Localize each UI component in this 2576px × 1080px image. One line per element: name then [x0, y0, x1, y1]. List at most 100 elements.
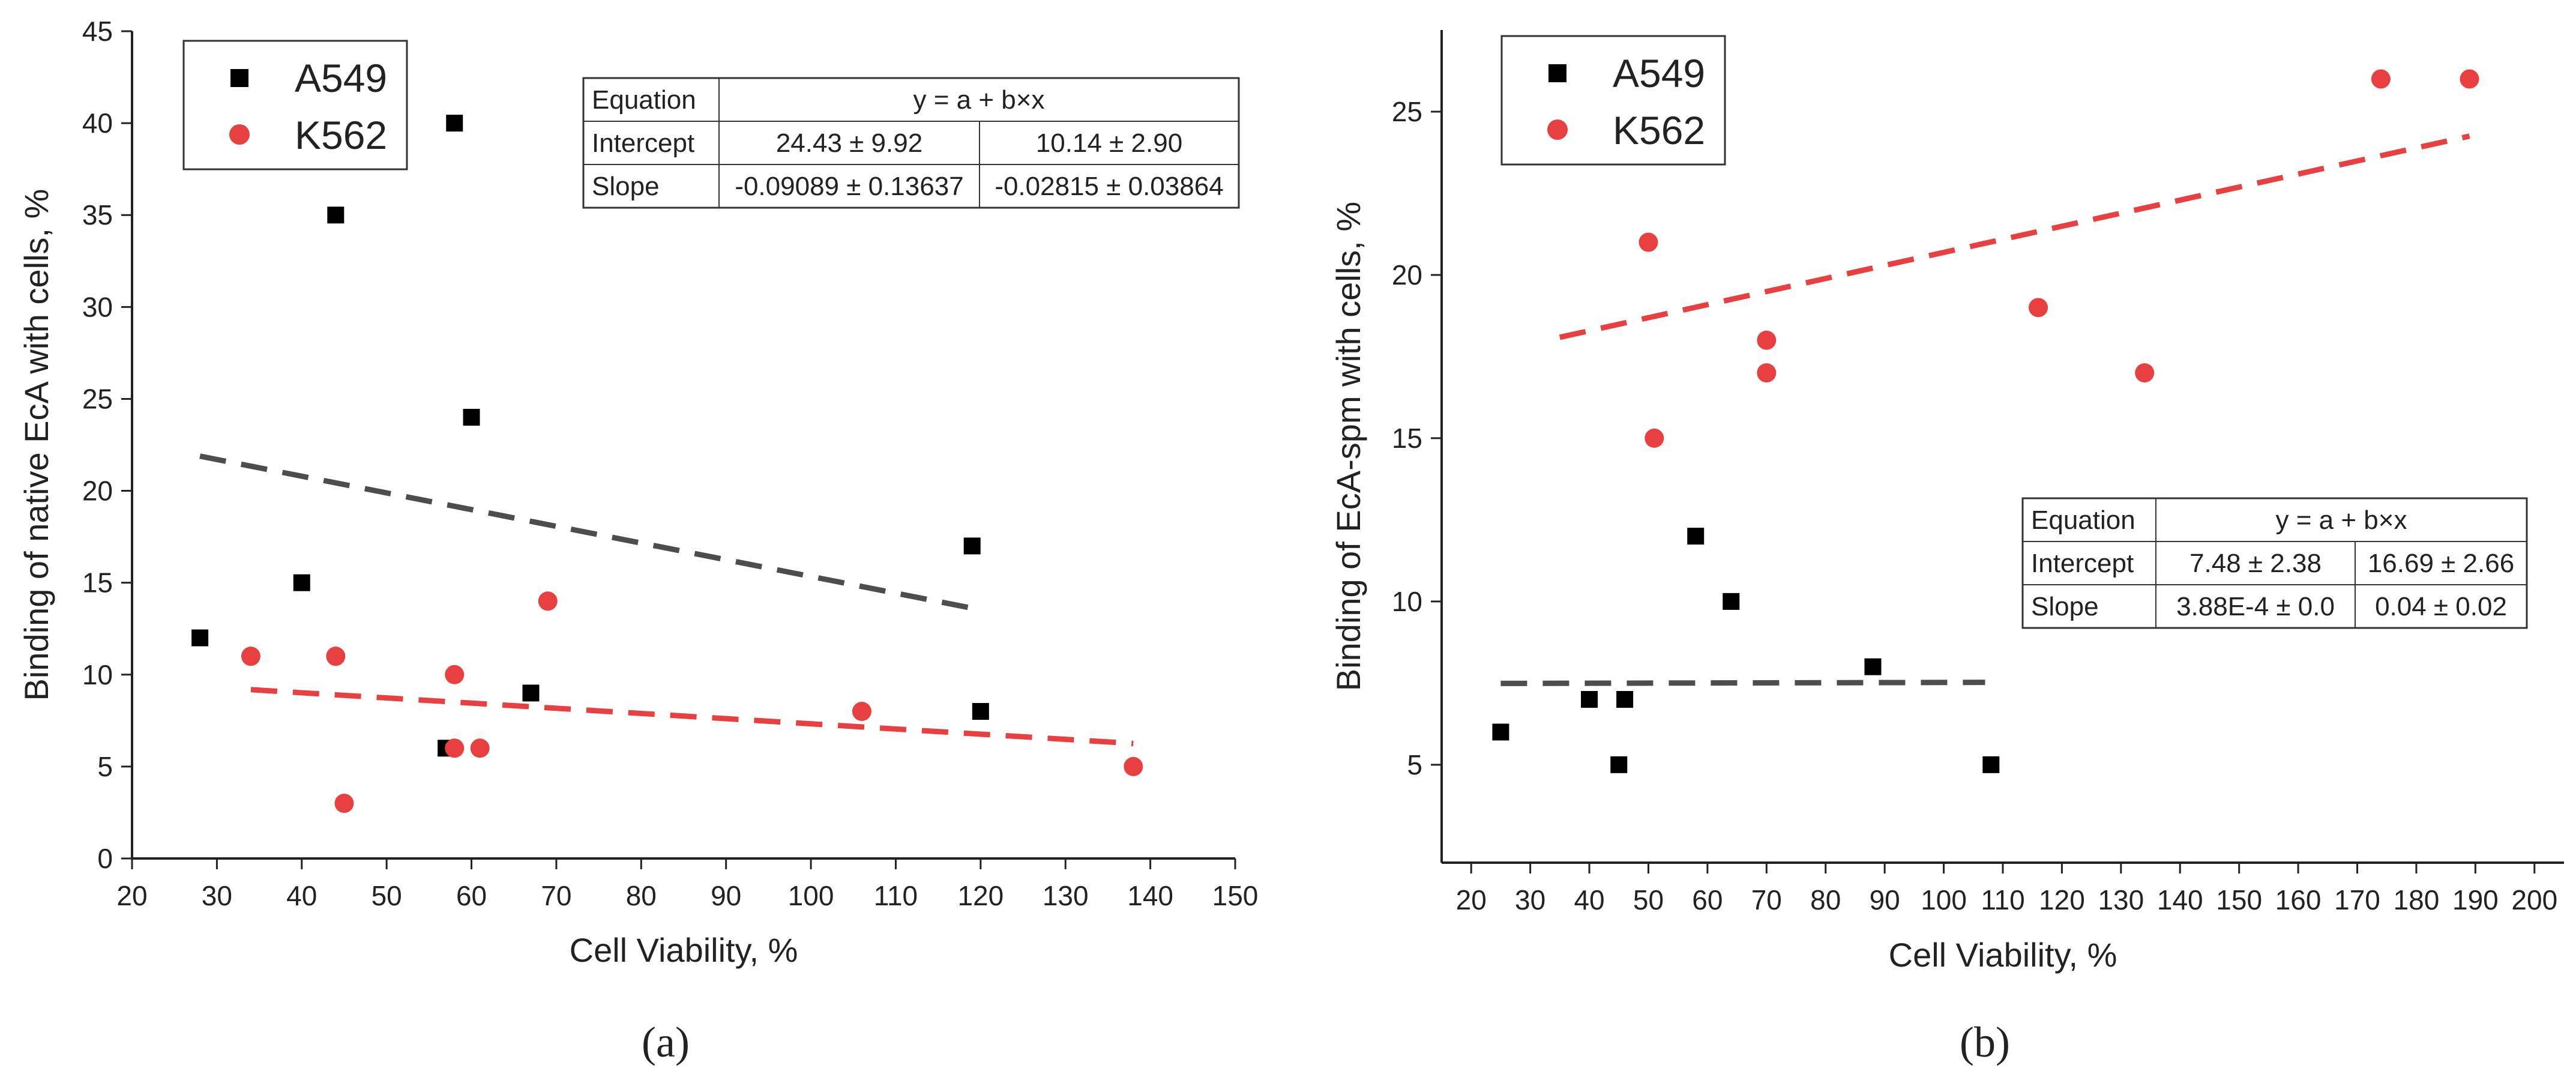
- data-point-k562-a: [445, 738, 465, 758]
- x-tick-label-a: 140: [1127, 880, 1173, 911]
- x-tick-label-a: 20: [116, 880, 147, 911]
- y-tick-label-a: 25: [82, 383, 113, 414]
- legend-marker-k562-b: [1547, 119, 1568, 140]
- x-tick-label-a: 50: [372, 880, 402, 911]
- data-point-k562-b: [1757, 363, 1777, 383]
- y-tick-label-a: 45: [82, 16, 113, 47]
- fit-lines-a: [199, 453, 1134, 746]
- x-tick-label-b: 80: [1810, 884, 1841, 916]
- x-tick-label-b: 160: [2275, 884, 2322, 916]
- x-tick-label-b: 30: [1515, 884, 1545, 916]
- data-point-a549-a: [463, 409, 480, 426]
- x-tick-label-b: 150: [2216, 884, 2262, 916]
- x-tick-label-a: 100: [788, 880, 834, 911]
- data-point-k562-a: [1124, 756, 1143, 776]
- y-tick-label-a: 10: [82, 659, 113, 690]
- data-point-k562-b: [1639, 232, 1658, 252]
- data-point-a549-b: [1610, 756, 1628, 773]
- data-point-a549-a: [293, 574, 310, 591]
- x-axis-label-b: Cell Viability, %: [1889, 936, 2117, 974]
- x-ticks-a: 20 30 40 50 60 70 80 90 100 110 120 130 140 150: [116, 858, 1258, 911]
- x-tick-label-b: 50: [1633, 884, 1664, 916]
- x-tick-label-a: 130: [1043, 880, 1089, 911]
- y-tick-label-b: 10: [1392, 586, 1422, 617]
- legend-a: A549 K562: [182, 40, 408, 170]
- x-tick-label-b: 130: [2098, 884, 2144, 916]
- data-point-a549-b: [1687, 528, 1705, 545]
- data-point-a549-a: [446, 115, 463, 132]
- y-tick-label-a: 30: [82, 291, 113, 322]
- x-tick-label-a: 120: [957, 880, 1004, 911]
- table-border-a: [582, 77, 1240, 209]
- table-intercept-a549-a: 24.43 ± 9.92: [776, 128, 922, 158]
- fit-table-grid-b: [2021, 497, 2528, 629]
- data-point-k562-a: [445, 665, 465, 684]
- data-point-k562-a: [470, 738, 490, 758]
- x-tick-label-a: 30: [202, 880, 232, 911]
- x-tick-label-b: 70: [1751, 884, 1782, 916]
- y-tick-label-a: 35: [82, 199, 113, 231]
- fit-table-grid-a: [582, 77, 1240, 209]
- data-point-a549-b: [1581, 691, 1598, 708]
- x-tick-label-b: 180: [2394, 884, 2440, 916]
- legend-box-a: [182, 40, 408, 170]
- data-point-a549-a: [191, 629, 209, 647]
- x-tick-label-a: 70: [541, 880, 571, 911]
- y-tick-label-b: 25: [1392, 96, 1422, 127]
- data-point-a549-b: [1492, 723, 1509, 741]
- y-ticks-b: 5 10 15 20 25: [1392, 96, 1442, 780]
- plot-area-b: 20 30 40 50 60 70 80 90 100 110 120 130 140 150 160 170…: [1392, 30, 2564, 916]
- x-tick-label-b: 20: [1456, 884, 1487, 916]
- data-points-a: [191, 115, 1143, 813]
- data-point-k562-a: [852, 702, 871, 722]
- x-tick-label-b: 190: [2452, 884, 2499, 916]
- table-intercept-k562-a: 10.14 ± 2.90: [1036, 128, 1182, 158]
- table-header-slope-a: Slope: [592, 172, 660, 201]
- fit-table-b: Equation y = a + b×x Intercept 7.48 ± 2.…: [2021, 497, 2528, 629]
- table-intercept-k562-b: 16.69 ± 2.66: [2368, 549, 2514, 578]
- y-tick-label-b: 5: [1407, 749, 1422, 780]
- data-point-k562-b: [2029, 298, 2048, 318]
- chart-panel-a: 20 30 40 50 60 70 80 90 100 110 120 130 140 150 0 5 10 1…: [17, 16, 1259, 1066]
- table-equation-b: y = a + b×x: [2276, 505, 2407, 535]
- data-point-k562-b: [2371, 69, 2391, 89]
- legend-marker-a549-a: [230, 69, 248, 87]
- x-tick-label-b: 200: [2511, 884, 2557, 916]
- x-tick-label-b: 120: [2039, 884, 2085, 916]
- table-slope-a549-a: -0.09089 ± 0.13637: [735, 172, 963, 201]
- x-tick-label-b: 110: [1981, 884, 2024, 916]
- fit-line-a549-b: [1500, 680, 1985, 686]
- legend-marker-a549-b: [1548, 64, 1566, 82]
- y-axis-label-b: Binding of EcA-spm with cells, %: [1329, 202, 1367, 691]
- x-tick-label-b: 60: [1692, 884, 1723, 916]
- caption-b: (b): [1960, 1018, 2010, 1066]
- legend-b: A549 K562: [1500, 35, 1726, 166]
- y-tick-label-a: 0: [97, 843, 113, 874]
- fit-line-a549-a: [199, 453, 981, 613]
- table-equation-a: y = a + b×x: [913, 85, 1045, 115]
- legend-marker-k562-a: [229, 124, 250, 145]
- chart-panel-b: 20 30 40 50 60 70 80 90 100 110 120 130 140 150 160 170…: [1329, 30, 2564, 1066]
- table-slope-a549-b: 3.88E-4 ± 0.0: [2176, 592, 2335, 621]
- legend-box-b: [1500, 35, 1726, 166]
- x-tick-label-b: 100: [1921, 884, 1967, 916]
- y-ticks-a: 0 5 10 15 20 25 30 35 40 45: [82, 16, 132, 874]
- data-point-k562-a: [326, 647, 346, 666]
- plot-area-a: 20 30 40 50 60 70 80 90 100 110 120 130 140 150 0 5 10 1…: [82, 16, 1259, 911]
- table-header-equation-a: Equation: [592, 85, 696, 115]
- x-tick-label-a: 60: [456, 880, 487, 911]
- data-point-a549-b: [1864, 658, 1882, 675]
- data-point-a549-b: [1982, 756, 2000, 773]
- x-tick-label-a: 80: [626, 880, 657, 911]
- legend-label-k562-b: K562: [1613, 108, 1705, 152]
- data-point-k562-b: [1757, 330, 1777, 350]
- data-point-a549-a: [522, 684, 540, 702]
- x-tick-label-b: 40: [1574, 884, 1604, 916]
- fit-line-k562-a: [250, 687, 1134, 746]
- table-intercept-a549-b: 7.48 ± 2.38: [2189, 549, 2322, 578]
- x-tick-label-b: 90: [1870, 884, 1900, 916]
- table-border-b: [2021, 497, 2528, 629]
- x-tick-label-a: 90: [711, 880, 741, 911]
- x-tick-label-a: 40: [286, 880, 317, 911]
- caption-a: (a): [642, 1018, 690, 1066]
